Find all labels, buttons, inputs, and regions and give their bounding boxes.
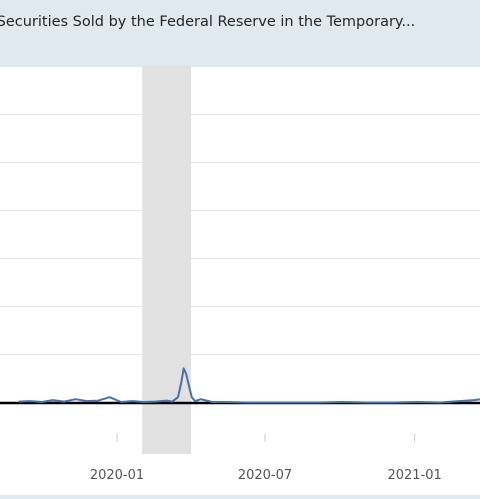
series-line [18, 367, 480, 404]
x-tick-label: 2020-01 [90, 468, 144, 483]
plot-background [0, 66, 480, 495]
line-chart: 2020-01 2020-07 2021-01 [0, 66, 480, 495]
plot-area: 2020-01 2020-07 2021-01 [0, 66, 480, 495]
x-tick-label: 2020-07 [238, 468, 292, 483]
x-tick-label: 2021-01 [387, 468, 441, 483]
chart-title: ...asury Securities Sold by the Federal … [0, 14, 416, 30]
recession-shading [142, 66, 191, 454]
chart-title-bar: ...asury Securities Sold by the Federal … [0, 0, 480, 50]
